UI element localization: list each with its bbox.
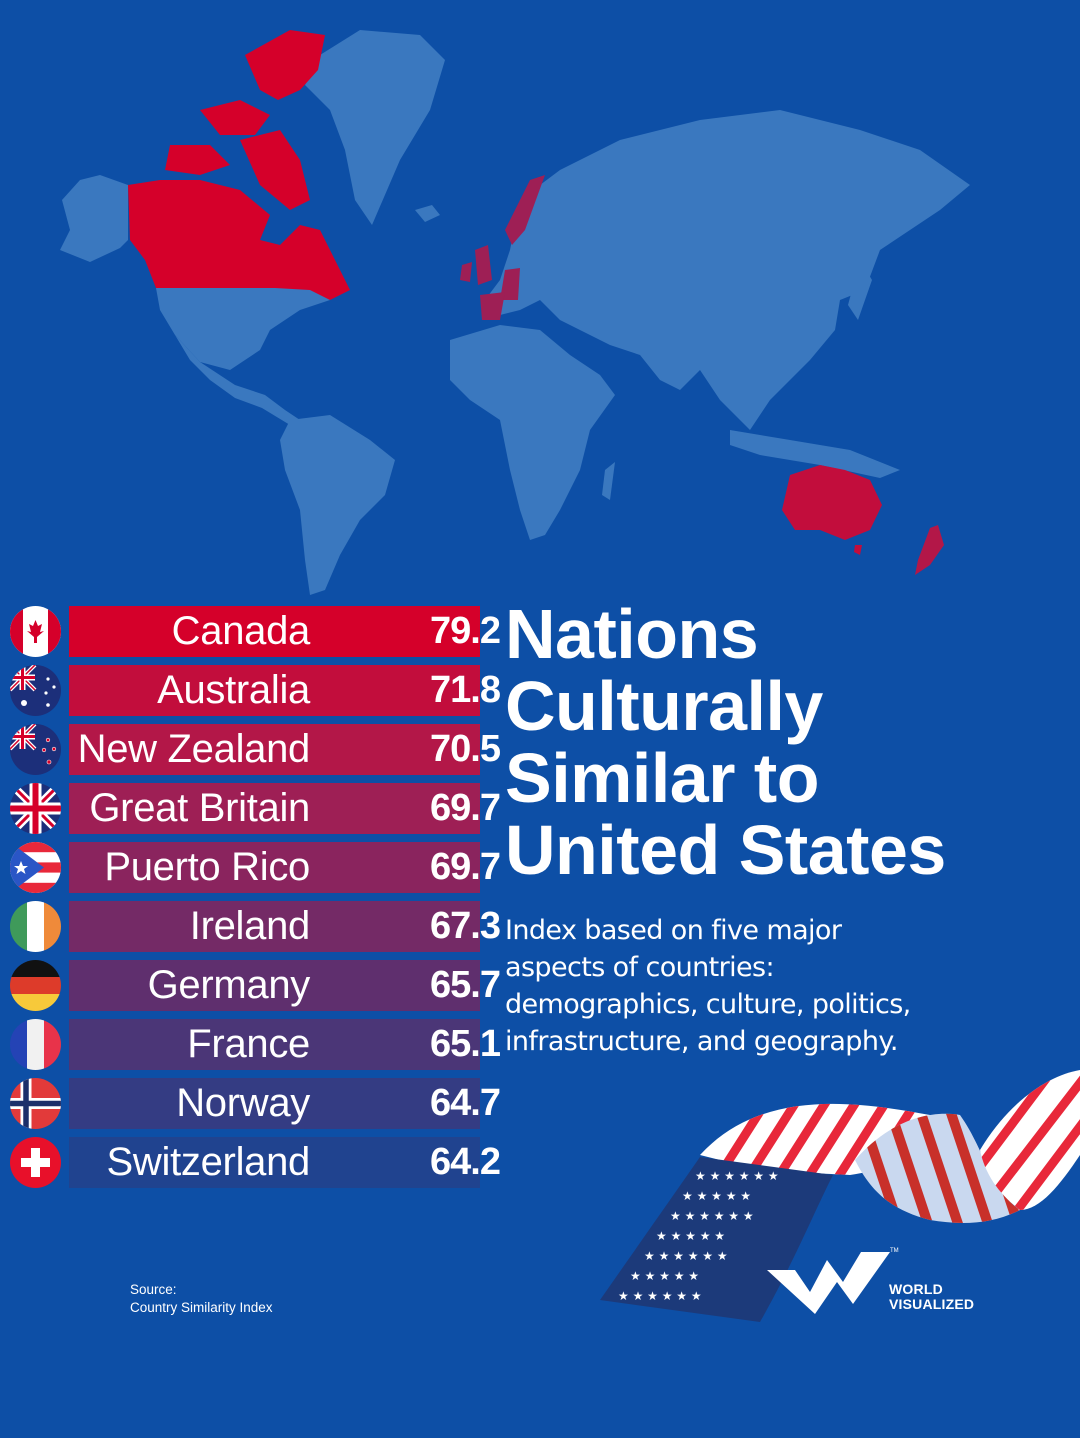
title-line: Nations [505, 595, 759, 673]
svg-text:★ ★ ★ ★ ★ ★: ★ ★ ★ ★ ★ ★ [695, 1169, 779, 1183]
svg-text:★ ★ ★ ★ ★ ★: ★ ★ ★ ★ ★ ★ [670, 1209, 754, 1223]
svg-text:★ ★ ★ ★ ★ ★: ★ ★ ★ ★ ★ ★ [644, 1249, 728, 1263]
us-flag-ribbon-illustration: ★ ★ ★ ★ ★ ★ ★ ★ ★ ★ ★ ★ ★ ★ ★ ★ ★ ★ ★ ★ … [600, 1070, 1080, 1322]
bar: Germany 65.7 [69, 960, 501, 1011]
description-line: Index based on five major [505, 915, 842, 946]
table-row: Germany 65.7 [0, 960, 501, 1011]
title-line: Culturally [505, 667, 823, 745]
bar: New Zealand 70.5 [69, 724, 501, 775]
flag-canada-icon [10, 606, 61, 657]
flag-germany-icon [10, 960, 61, 1011]
bar: Australia 71.8 [69, 665, 501, 716]
bar: France 65.1 [69, 1019, 501, 1070]
country-name: Germany [147, 963, 311, 1007]
country-score: 70.5 [430, 728, 501, 770]
country-score: 69.7 [430, 846, 501, 888]
table-row: Puerto Rico 69.7 [0, 842, 501, 893]
title-line: United States [505, 811, 946, 889]
brand-line: VISUALIZED [889, 1295, 975, 1312]
description-line: aspects of countries: [505, 952, 775, 983]
bar: Norway 64.7 [69, 1078, 501, 1129]
map-highlight-europe [460, 175, 545, 320]
map-highlight-australia [782, 465, 882, 555]
country-score: 64.2 [430, 1141, 501, 1183]
source-label: Source: [130, 1282, 177, 1297]
description-line: infrastructure, and geography. [505, 1026, 898, 1057]
svg-text:★ ★ ★ ★ ★: ★ ★ ★ ★ ★ [656, 1229, 725, 1243]
svg-text:★ ★ ★ ★ ★: ★ ★ ★ ★ ★ [682, 1189, 751, 1203]
table-row: Norway 64.7 [0, 1078, 501, 1129]
map-highlight-new-zealand [915, 525, 944, 575]
country-name: France [187, 1022, 310, 1066]
country-score: 71.8 [430, 669, 501, 711]
table-row: Ireland 67.3 [0, 901, 501, 952]
flag-france-icon [10, 1019, 61, 1070]
flag-australia-icon [10, 665, 61, 716]
table-row: Australia 71.8 [0, 665, 501, 716]
country-name: Great Britain [89, 786, 310, 830]
country-score: 64.7 [430, 1082, 501, 1124]
world-map [60, 30, 970, 595]
map-highlight-canada [128, 30, 350, 300]
page-title: Nations Culturally Similar to United Sta… [505, 598, 946, 886]
title-line: Similar to [505, 739, 819, 817]
country-name: Australia [157, 668, 310, 712]
table-row: New Zealand 70.5 [0, 724, 501, 775]
country-score: 65.7 [430, 964, 501, 1006]
svg-text:★ ★ ★ ★ ★: ★ ★ ★ ★ ★ [630, 1269, 699, 1283]
svg-text:★ ★ ★ ★ ★ ★: ★ ★ ★ ★ ★ ★ [618, 1289, 702, 1303]
country-score: 69.7 [430, 787, 501, 829]
source-name: Country Similarity Index [130, 1300, 273, 1315]
country-name: Norway [176, 1081, 310, 1125]
table-row: Canada 79.2 [0, 606, 501, 657]
country-name: Puerto Rico [104, 845, 310, 889]
table-row: Great Britain 69.7 [0, 783, 501, 834]
description-line: demographics, culture, politics, [505, 989, 911, 1020]
description: Index based on five major aspects of cou… [505, 912, 911, 1060]
flag-puerto-rico-icon [10, 842, 61, 893]
bar: Great Britain 69.7 [69, 783, 501, 834]
bar: Switzerland 64.2 [69, 1137, 501, 1188]
world-visualized-logo-icon: TM [767, 1248, 899, 1314]
country-name: Canada [171, 609, 311, 653]
country-score: 79.2 [430, 610, 501, 652]
map-alaska [60, 175, 128, 262]
table-row: Switzerland 64.2 [0, 1137, 501, 1188]
svg-text:TM: TM [890, 1248, 899, 1254]
brand-line: WORLD [889, 1281, 943, 1297]
bar: Ireland 67.3 [69, 901, 501, 952]
flag-switzerland-icon [10, 1137, 61, 1188]
bar: Puerto Rico 69.7 [69, 842, 501, 893]
country-score: 65.1 [430, 1023, 501, 1065]
country-score: 67.3 [430, 905, 501, 947]
brand-name: WORLD VISUALIZED [889, 1282, 974, 1311]
country-name: Switzerland [106, 1140, 311, 1184]
country-name: New Zealand [77, 727, 311, 771]
table-row: France 65.1 [0, 1019, 501, 1070]
flag-norway-icon [10, 1078, 61, 1129]
country-name: Ireland [189, 904, 311, 948]
bar: Canada 79.2 [69, 606, 501, 657]
flag-great-britain-icon [10, 783, 61, 834]
source-note: Source: Country Similarity Index [130, 1281, 273, 1317]
flag-ireland-icon [10, 901, 61, 952]
flag-new-zealand-icon [10, 724, 61, 775]
